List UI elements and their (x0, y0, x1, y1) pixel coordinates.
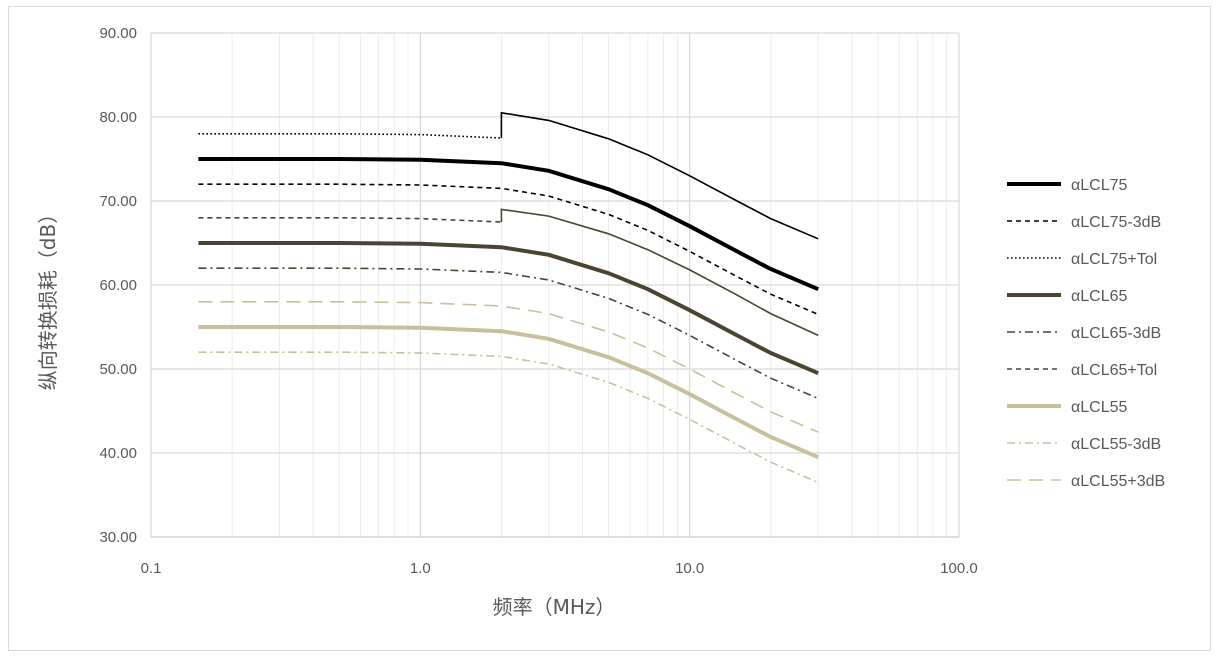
series-line--lcl65 (198, 241, 819, 376)
x-tick-label: 10.0 (675, 560, 704, 577)
series-line--lcl75 (198, 157, 819, 292)
y-tick-labels: 30.00 40.00 50.00 60.00 70.00 80.00 90.00 (99, 25, 137, 546)
x-tick-label: 1.0 (410, 560, 431, 577)
y-tick-label: 30.00 (99, 529, 137, 546)
legend-label--lcl65-tol: αLCL65+Tol (1071, 362, 1157, 379)
series-line--lcl65-tol (198, 217, 502, 223)
legend: αLCL75 αLCL75-3dB αLCL75+Tol αLCL65 αLCL65-3… (1007, 177, 1165, 490)
series-line--lcl75-tol (198, 133, 502, 139)
legend-label--lcl55-3db: αLCL55+3dB (1071, 473, 1165, 490)
legend-label--lcl65: αLCL65 (1071, 288, 1128, 305)
legend-label--lcl75: αLCL75 (1071, 177, 1128, 194)
legend-label--lcl75-3db: αLCL75-3dB (1071, 214, 1161, 231)
x-tick-label: 0.1 (141, 560, 162, 577)
legend-label--lcl55: αLCL55 (1071, 399, 1128, 416)
chart-frame: 30.00 40.00 50.00 60.00 70.00 80.00 90.00 0.1 1… (8, 6, 1211, 651)
y-tick-label: 40.00 (99, 445, 137, 462)
series-line--lcl75-tol-upper (500, 111, 819, 240)
series-line--lcl65-tol-upper (500, 208, 819, 337)
y-tick-label: 60.00 (99, 277, 137, 294)
series-lines (198, 111, 819, 484)
series-line--lcl75-3db (198, 183, 819, 316)
legend-label--lcl75-tol: αLCL75+Tol (1071, 251, 1157, 268)
x-tick-labels: 0.1 1.0 10.0 100.0 (141, 560, 978, 577)
legend-label--lcl65-3db: αLCL65-3dB (1071, 325, 1161, 342)
series-line--lcl55 (198, 325, 819, 460)
x-tick-label: 100.0 (940, 560, 978, 577)
x-axis-title: 频率（MHz） (493, 595, 616, 619)
legend-label--lcl55-3db: αLCL55-3dB (1071, 436, 1161, 453)
y-axis-title: 纵向转换损耗（dB） (36, 204, 60, 390)
y-tick-label: 50.00 (99, 361, 137, 378)
y-tick-label: 80.00 (99, 109, 137, 126)
lclchart-svg: 30.00 40.00 50.00 60.00 70.00 80.00 90.00 0.1 1… (36, 25, 1165, 619)
grid (150, 32, 960, 538)
y-tick-label: 70.00 (99, 193, 137, 210)
series-line--lcl55-3db (198, 351, 819, 484)
y-tick-label: 90.00 (99, 25, 137, 42)
